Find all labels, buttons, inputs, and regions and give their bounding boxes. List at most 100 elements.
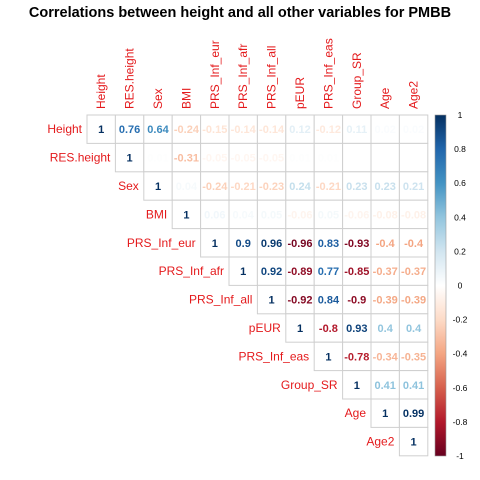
- matrix-cell: [171, 199, 202, 230]
- matrix-cell: [370, 313, 400, 343]
- colorbar-tick-label: -0.8: [453, 417, 468, 427]
- row-label: BMI: [146, 207, 167, 221]
- correlation-value: 1: [127, 153, 133, 165]
- colorbar-tick-label: 0: [458, 281, 463, 291]
- correlation-value: 0: [382, 153, 388, 165]
- column-label: Height: [94, 74, 108, 109]
- matrix-cell: [313, 341, 344, 372]
- matrix-cell: [256, 228, 287, 258]
- matrix-cell: [114, 142, 145, 173]
- column-label: BMI: [179, 88, 193, 109]
- column-label: pEUR: [293, 77, 307, 109]
- matrix-cell: [398, 114, 429, 144]
- correlation-value: 0.83: [318, 238, 339, 250]
- correlation-value: -0.37: [401, 266, 426, 278]
- colorbar-tick-label: 0.4: [454, 212, 466, 222]
- matrix-cell: [228, 171, 258, 201]
- correlation-value: 0.9: [236, 238, 251, 250]
- matrix-cell: [285, 114, 315, 144]
- correlation-value: 0.02: [374, 124, 395, 136]
- matrix-cell: [256, 199, 287, 230]
- matrix-cell: [313, 256, 344, 286]
- matrix-cell: [228, 114, 258, 144]
- correlation-value: 0.96: [261, 238, 282, 250]
- correlation-value: 0.11: [346, 124, 367, 136]
- row-label: Age: [345, 406, 367, 420]
- colorbar-tick-label: -0.4: [453, 349, 468, 359]
- correlation-value: -0.9: [347, 295, 366, 307]
- matrix-cell: [370, 256, 400, 286]
- matrix-cell: [228, 256, 258, 286]
- matrix-cell: [200, 142, 230, 173]
- correlation-value: -0.96: [287, 238, 312, 250]
- matrix-cell: [342, 370, 372, 400]
- matrix-cell: [370, 398, 400, 428]
- column-label: PRS_Inf_afr: [236, 44, 250, 109]
- correlation-value: 0.04: [176, 181, 198, 193]
- correlation-value: 1: [155, 181, 161, 193]
- correlation-value: 0: [354, 153, 360, 165]
- correlation-value: -0.35: [401, 351, 426, 363]
- matrix-cell: [86, 114, 116, 144]
- column-label: Age2: [407, 81, 421, 109]
- correlation-value: 0: [411, 153, 417, 165]
- correlation-value: -0.05: [231, 153, 256, 165]
- correlation-value: -0.8: [319, 323, 338, 335]
- correlation-value: 1: [269, 295, 275, 307]
- correlation-value: 1: [325, 351, 331, 363]
- matrix-cell: [285, 142, 315, 173]
- correlation-value: 0.93: [346, 323, 367, 335]
- matrix-cell: [143, 142, 173, 173]
- column-label: Sex: [151, 88, 165, 109]
- correlation-value: -0.08: [373, 209, 398, 221]
- correlation-value: 0.21: [403, 181, 424, 193]
- matrix-cell: [285, 313, 315, 343]
- colorbar-tick-label: 0.2: [454, 246, 466, 256]
- correlation-value: -0.14: [259, 124, 285, 136]
- correlation-value: 0.24: [289, 181, 311, 193]
- matrix-cell: [398, 370, 429, 400]
- matrix-cell: [398, 398, 429, 428]
- correlation-value: -0.12: [316, 124, 341, 136]
- correlation-value: 0.76: [119, 124, 140, 136]
- correlation-value: -0.06: [344, 209, 369, 221]
- correlation-value: 0.23: [346, 181, 367, 193]
- matrix-cell: [398, 142, 429, 173]
- row-label: PRS_Inf_eur: [127, 236, 196, 250]
- correlation-value: 0.01: [318, 153, 339, 165]
- colorbar-tick-label: 1: [458, 110, 463, 120]
- correlation-value: 0.41: [374, 380, 395, 392]
- correlation-value: 1: [212, 238, 218, 250]
- correlation-value: 0.05: [318, 209, 339, 221]
- correlation-value: 1: [183, 209, 189, 221]
- correlation-value: -0.85: [344, 266, 369, 278]
- correlation-value: -0.06: [287, 209, 312, 221]
- colorbar-tick-label: 0.6: [454, 178, 466, 188]
- correlation-value: 0.84: [318, 295, 340, 307]
- colorbar-tick-label: -0.6: [453, 383, 468, 393]
- correlation-value: -0.34: [373, 351, 399, 363]
- correlation-value: -0.4: [404, 238, 424, 250]
- correlation-value: -0.21: [316, 181, 341, 193]
- correlation-value: 0.23: [374, 181, 395, 193]
- matrix-cell: [398, 199, 429, 230]
- matrix-cell: [370, 228, 400, 258]
- correlation-value: -0.05: [259, 153, 284, 165]
- matrix-cell: [342, 142, 372, 173]
- row-label: PRS_Inf_afr: [159, 264, 224, 278]
- row-label: Height: [47, 122, 82, 136]
- colorbar: 1 0.8 0.6 0.4 0.2 0 -0.2 -0.4 -0.6 -0.8 -1: [434, 110, 468, 461]
- correlation-value: 0.4: [406, 323, 422, 335]
- row-label: RES.height: [50, 151, 111, 165]
- row-label: pEUR: [249, 321, 281, 335]
- colorbar-tick-label: 0.8: [454, 144, 466, 154]
- colorbar-tick-label: -1: [456, 451, 464, 461]
- correlation-value: -0.08: [401, 209, 426, 221]
- correlation-value: -0.21: [231, 181, 256, 193]
- row-label: Sex: [118, 179, 139, 193]
- correlation-value: 1: [240, 266, 246, 278]
- correlation-value: -0.92: [287, 295, 312, 307]
- column-label: PRS_Inf_eur: [208, 40, 222, 109]
- matrix-cell: [398, 171, 429, 201]
